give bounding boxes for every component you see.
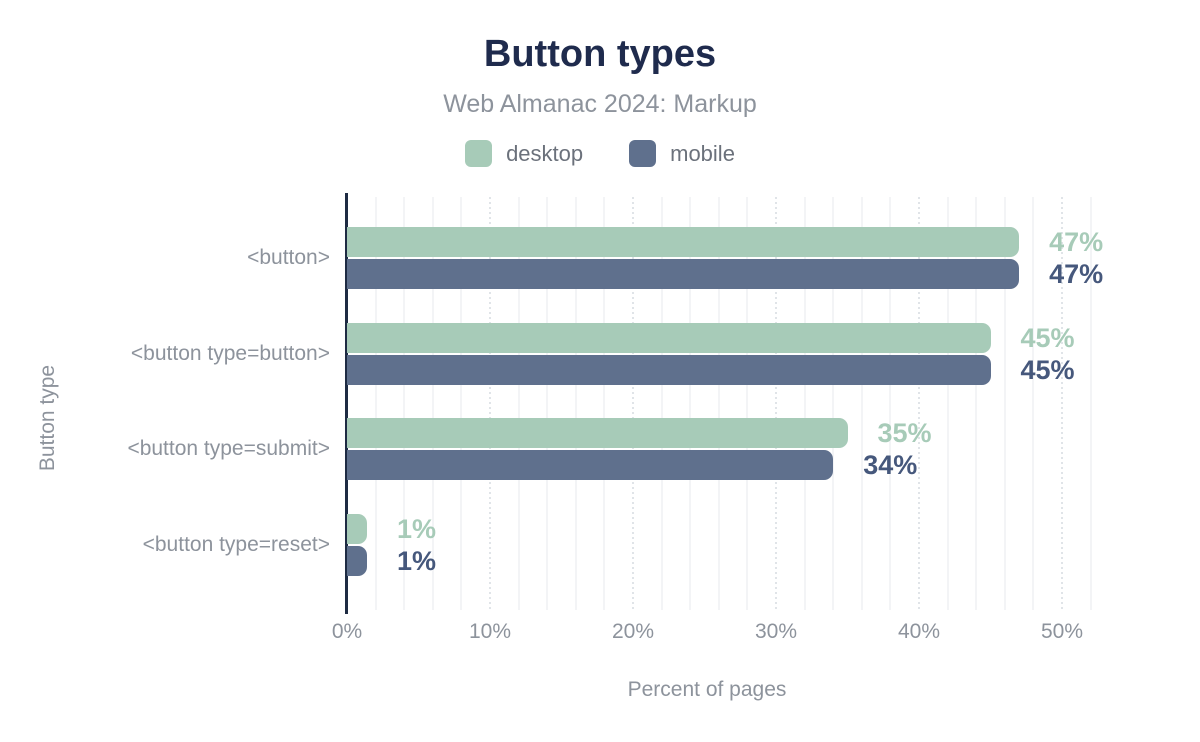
bar-mobile	[347, 450, 834, 480]
value-label-mobile: 47%	[1049, 259, 1104, 289]
gridline-minor	[1003, 197, 1006, 610]
gridline-minor	[374, 197, 377, 610]
gridline-minor	[603, 197, 606, 610]
gridline-minor	[832, 197, 835, 610]
x-tick-label: 40%	[897, 620, 941, 643]
gridline-minor	[975, 197, 978, 610]
gridline-minor	[1032, 197, 1035, 610]
bar-mobile	[347, 259, 1020, 289]
value-label-mobile: 1%	[397, 545, 437, 576]
gridline-minor	[689, 197, 692, 610]
gridline-minor	[403, 197, 406, 610]
gridline-major	[632, 197, 634, 610]
value-label-mobile: 34%	[863, 450, 918, 480]
value-label-desktop: 45%	[1020, 322, 1075, 353]
x-tick-label: 30%	[754, 620, 798, 643]
category-label: <button type=reset>	[142, 532, 330, 556]
gridline-minor	[860, 197, 863, 610]
bar-mobile	[347, 354, 991, 385]
category-label: <button type=submit>	[127, 437, 330, 460]
gridline-minor	[660, 197, 663, 610]
legend-swatch-desktop-icon	[465, 140, 493, 167]
gridline-major	[489, 197, 491, 610]
gridline-minor	[460, 197, 463, 610]
bar-mobile	[347, 545, 367, 576]
bar-desktop	[347, 227, 1020, 257]
x-axis-title: Percent of pages	[627, 678, 787, 701]
gridline-minor	[889, 197, 892, 610]
bar-desktop	[347, 322, 991, 353]
chart-subtitle: Web Almanac 2024: Markup	[443, 90, 757, 118]
x-tick-label: 50%	[1040, 620, 1084, 643]
chart-title: Button types	[483, 33, 717, 75]
gridline-major	[1061, 197, 1063, 610]
category-label: <button>	[247, 246, 330, 269]
bar-desktop	[347, 513, 367, 544]
x-tick-label: 0%	[331, 620, 363, 643]
legend-label-desktop: desktop	[506, 140, 584, 166]
legend-swatch-mobile-icon	[629, 140, 657, 167]
gridline-minor	[946, 197, 949, 610]
x-tick-label: 20%	[611, 620, 655, 643]
value-label-desktop: 35%	[877, 418, 932, 448]
gridline-minor	[517, 197, 520, 610]
plot-area: 47% 47% 45% 45% 35% 34% 1% 1%	[345, 193, 1104, 614]
gridline-major	[775, 197, 777, 610]
legend-item-desktop[interactable]: desktop	[465, 140, 583, 167]
legend-item-mobile[interactable]: mobile	[629, 140, 735, 167]
bar-desktop	[347, 418, 848, 448]
gridline-minor	[574, 197, 577, 610]
value-label-desktop: 1%	[397, 513, 437, 544]
y-axis-line	[345, 193, 348, 614]
legend: desktop mobile	[0, 140, 1200, 167]
gridline-minor	[717, 197, 720, 610]
legend-label-mobile: mobile	[670, 140, 735, 166]
gridline-minor	[546, 197, 549, 610]
category-label: <button type=button>	[130, 341, 330, 365]
value-label-desktop: 47%	[1049, 227, 1104, 257]
gridline-minor	[746, 197, 749, 610]
gridline-minor	[431, 197, 434, 610]
value-label-mobile: 45%	[1020, 354, 1075, 385]
gridline-major	[918, 197, 920, 610]
x-tick-label: 10%	[468, 620, 512, 643]
gridline-minor	[1089, 197, 1092, 610]
gridline-minor	[803, 197, 806, 610]
